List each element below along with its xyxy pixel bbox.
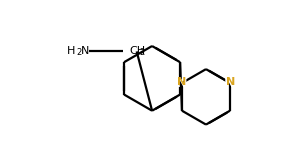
- Text: N: N: [177, 77, 186, 87]
- Text: 2: 2: [139, 48, 144, 57]
- Text: H: H: [67, 46, 75, 56]
- Text: CH: CH: [129, 46, 145, 56]
- Text: N: N: [176, 76, 188, 90]
- Text: N: N: [224, 76, 236, 90]
- Text: N: N: [226, 77, 235, 87]
- Text: N: N: [81, 46, 90, 56]
- Text: 2: 2: [77, 48, 82, 57]
